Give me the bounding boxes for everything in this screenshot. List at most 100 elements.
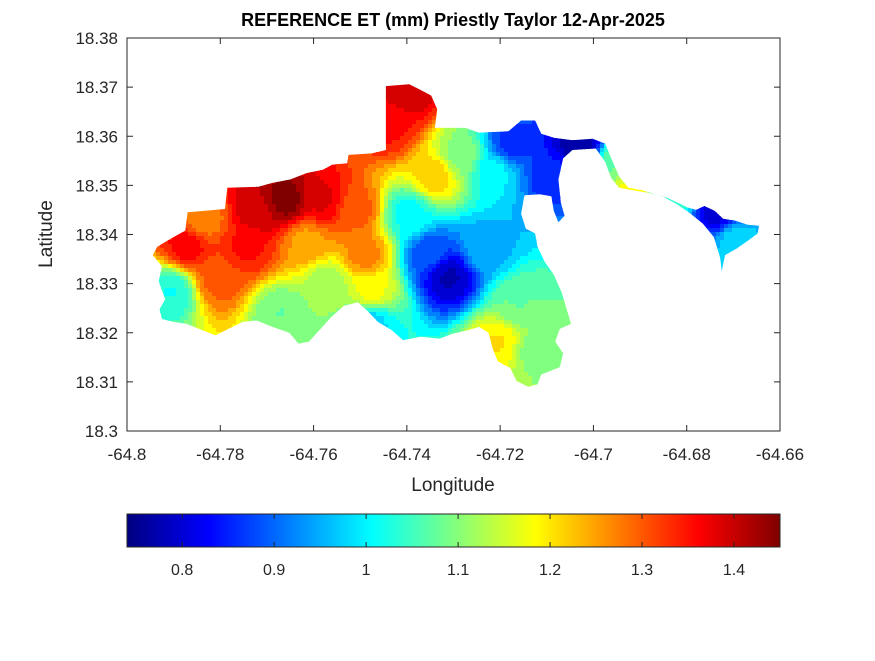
field-cell — [356, 156, 361, 161]
field-cell — [308, 204, 313, 209]
field-cell — [420, 108, 425, 113]
field-cell — [420, 124, 425, 129]
field-cell — [260, 204, 265, 209]
field-cell — [444, 140, 449, 145]
field-cell — [484, 160, 489, 165]
field-cell — [396, 92, 401, 97]
field-cell — [284, 208, 289, 213]
field-cell — [552, 180, 557, 185]
field-cell — [440, 156, 445, 161]
field-cell — [508, 172, 513, 177]
field-cell — [412, 176, 417, 181]
field-cell — [276, 208, 281, 213]
field-cell — [364, 204, 369, 209]
field-cell — [320, 204, 325, 209]
field-cell — [400, 144, 405, 149]
field-cell — [424, 184, 429, 189]
field-cell — [532, 124, 537, 129]
field-cell — [512, 192, 517, 197]
field-cell — [300, 212, 305, 217]
field-cell — [424, 172, 429, 177]
field-cell — [420, 168, 425, 173]
field-cell — [412, 200, 417, 205]
field-cell — [484, 196, 489, 201]
field-cell — [384, 152, 389, 157]
field-cell — [320, 200, 325, 205]
field-cell — [492, 136, 497, 141]
field-cell — [516, 164, 521, 169]
field-cell — [528, 176, 533, 181]
field-cell — [336, 180, 341, 185]
field-cell — [308, 172, 313, 177]
field-cell — [516, 180, 521, 185]
field-cell — [268, 184, 273, 189]
field-cell — [516, 200, 521, 205]
field-cell — [464, 140, 469, 145]
field-cell — [556, 208, 561, 213]
field-cell — [392, 136, 397, 141]
field-cell — [348, 192, 353, 197]
field-cell — [388, 172, 393, 177]
field-cell — [512, 204, 517, 209]
field-cell — [508, 196, 513, 201]
field-cell — [492, 148, 497, 153]
field-cell — [420, 192, 425, 197]
field-cell — [368, 192, 373, 197]
field-cell — [296, 212, 301, 217]
field-cell — [452, 188, 457, 193]
field-cell — [532, 168, 537, 173]
field-cell — [532, 148, 537, 153]
field-cell — [508, 180, 513, 185]
field-cell — [528, 124, 533, 129]
field-cell — [360, 204, 365, 209]
field-cell — [428, 104, 433, 109]
field-cell — [316, 196, 321, 201]
field-cell — [548, 176, 553, 181]
field-cell — [348, 208, 353, 213]
field-cell — [516, 132, 521, 137]
field-cell — [500, 192, 505, 197]
field-cell — [440, 152, 445, 157]
field-cell — [284, 212, 289, 217]
field-cell — [476, 144, 481, 149]
field-cell — [496, 148, 501, 153]
field-cell — [480, 136, 485, 141]
field-cell — [480, 188, 485, 193]
field-cell — [328, 180, 333, 185]
field-cell — [448, 152, 453, 157]
field-cell — [472, 136, 477, 141]
field-cell — [456, 156, 461, 161]
field-cell — [476, 168, 481, 173]
field-cell — [264, 208, 269, 213]
field-cell — [376, 212, 381, 217]
field-cell — [368, 184, 373, 189]
field-cell — [480, 168, 485, 173]
field-cell — [392, 196, 397, 201]
field-cell — [480, 192, 485, 197]
field-cell — [296, 204, 301, 209]
field-cell — [416, 188, 421, 193]
field-cell — [428, 184, 433, 189]
field-cell — [408, 192, 413, 197]
field-cell — [388, 188, 393, 193]
field-cell — [412, 140, 417, 145]
field-cell — [540, 180, 545, 185]
field-cell — [532, 136, 537, 141]
field-cell — [392, 164, 397, 169]
field-cell — [428, 156, 433, 161]
field-cell — [336, 192, 341, 197]
field-cell — [344, 188, 349, 193]
field-cell — [236, 196, 241, 201]
field-cell — [348, 184, 353, 189]
field-cell — [400, 168, 405, 173]
field-cell — [232, 188, 237, 193]
field-cell — [508, 144, 513, 149]
field-cell — [268, 196, 273, 201]
field-cell — [452, 136, 457, 141]
field-cell — [488, 180, 493, 185]
field-cell — [532, 184, 537, 189]
field-cell — [476, 212, 481, 217]
field-cell — [500, 180, 505, 185]
field-cell — [432, 152, 437, 157]
field-cell — [432, 200, 437, 205]
